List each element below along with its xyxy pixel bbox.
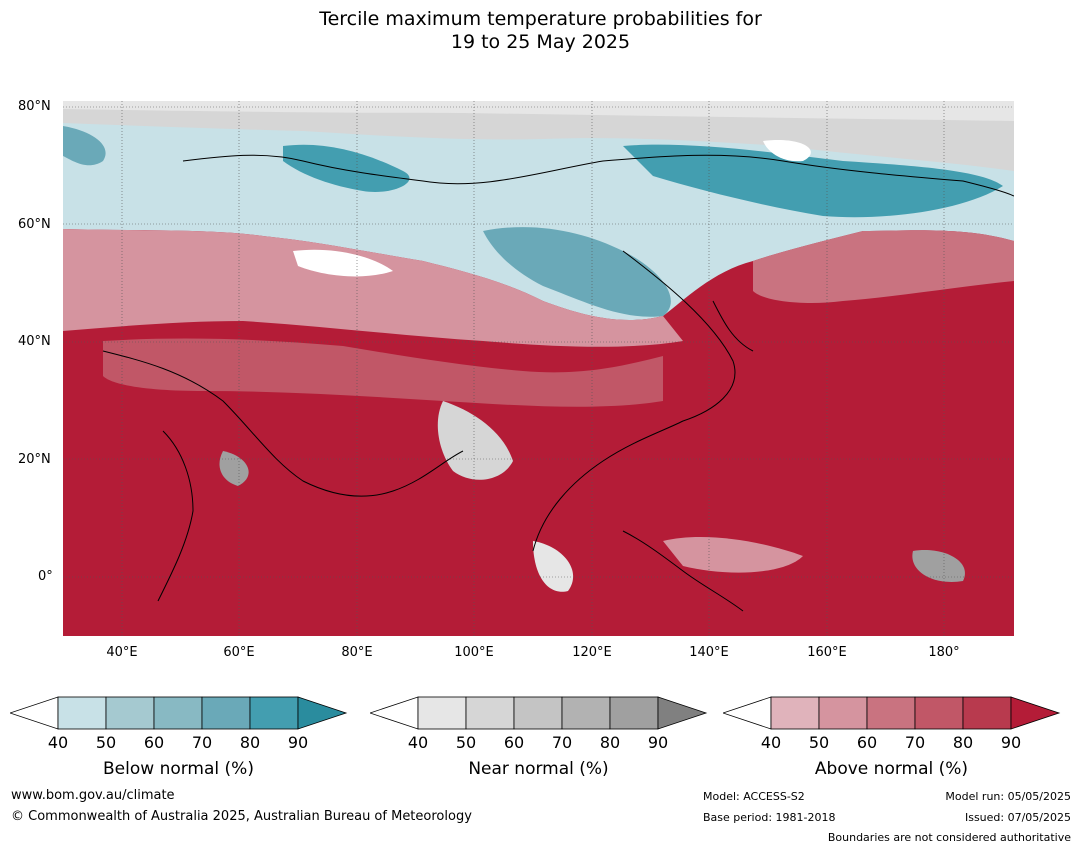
lat-label-80n: 80°N: [18, 99, 51, 114]
colorbar-near-segment-3: [513, 696, 563, 730]
colorbar-above-tick: 40: [760, 733, 782, 752]
colorbar-near-tick: 70: [551, 733, 573, 752]
model-run-date: Model run: 05/05/2025: [945, 790, 1071, 803]
colorbar-below-segment-2: [105, 696, 155, 730]
colorbar-near-segment-0: [370, 696, 419, 730]
lat-label-20n: 20°N: [18, 452, 51, 467]
colorbar-below-tick: 90: [287, 733, 309, 752]
colorbar-above-segment-4: [914, 696, 964, 730]
colorbar-above-segment-6: [1010, 696, 1061, 730]
lon-label-40e: 40°E: [106, 645, 138, 660]
colorbar-near-segment-2: [465, 696, 515, 730]
lon-label-80e: 80°E: [341, 645, 373, 660]
colorbar-below-segment-3: [153, 696, 203, 730]
title-line-2: 19 to 25 May 2025: [450, 31, 631, 53]
colorbar-below-title: Below normal (%): [103, 759, 254, 779]
website-link[interactable]: www.bom.gov.au/climate: [11, 788, 175, 803]
colorbar-above-tick: 90: [1000, 733, 1022, 752]
colorbar-above-tick: 80: [952, 733, 974, 752]
colorbar-above-title: Above normal (%): [814, 759, 969, 779]
lon-label-60e: 60°E: [223, 645, 255, 660]
lon-label-100e: 100°E: [454, 645, 494, 660]
colorbar-above-segment-3: [866, 696, 916, 730]
lat-label-60n: 60°N: [18, 217, 51, 232]
colorbar-above-segment-5: [962, 696, 1012, 730]
colorbar-near-tick: 50: [455, 733, 477, 752]
colorbar-near-tick: 80: [599, 733, 621, 752]
colorbar-below-segment-6: [297, 696, 348, 730]
colorbar-above-tick: 70: [904, 733, 926, 752]
lat-label-0: 0°: [38, 569, 53, 584]
model-info: Model: ACCESS-S2: [703, 790, 805, 803]
colorbar-above-normal: [723, 696, 1061, 730]
lon-label-180: 180°: [928, 645, 960, 660]
issued-date: Issued: 07/05/2025: [964, 811, 1071, 824]
colorbar-below-tick: 40: [47, 733, 69, 752]
colorbar-near-segment-5: [609, 696, 659, 730]
colorbar-near-title: Near normal (%): [468, 759, 609, 779]
colorbar-below-segment-1: [57, 696, 107, 730]
copyright-text: © Commonwealth of Australia 2025, Austra…: [11, 809, 472, 824]
colorbar-below-tick: 60: [143, 733, 165, 752]
boundary-disclaimer: Boundaries are not considered authoritat…: [827, 831, 1071, 844]
colorbar-below-normal: [10, 696, 348, 730]
colorbar-above-segment-1: [770, 696, 820, 730]
lon-label-140e: 140°E: [689, 645, 729, 660]
lat-label-40n: 40°N: [18, 334, 51, 349]
colorbar-near-tick: 90: [647, 733, 669, 752]
colorbar-below-segment-0: [10, 696, 59, 730]
colorbar-above-segment-2: [818, 696, 868, 730]
colorbar-near-segment-1: [417, 696, 467, 730]
colorbar-below-tick: 70: [191, 733, 213, 752]
probability-map: [63, 101, 1014, 636]
colorbar-above-segment-0: [723, 696, 772, 730]
colorbar-near-normal: [370, 696, 708, 730]
lon-label-160e: 160°E: [807, 645, 847, 660]
colorbar-below-segment-4: [201, 696, 251, 730]
colorbar-below-segment-5: [249, 696, 299, 730]
base-period: Base period: 1981-2018: [703, 811, 836, 824]
colorbar-above-tick: 50: [808, 733, 830, 752]
lon-label-120e: 120°E: [572, 645, 612, 660]
colorbar-near-tick: 40: [407, 733, 429, 752]
colorbar-above-tick: 60: [856, 733, 878, 752]
colorbar-near-tick: 60: [503, 733, 525, 752]
map-canvas: [63, 101, 1014, 636]
map-title: Tercile maximum temperature probabilitie…: [0, 8, 1081, 54]
colorbar-below-tick: 80: [239, 733, 261, 752]
title-line-1: Tercile maximum temperature probabilitie…: [319, 8, 762, 30]
colorbar-below-tick: 50: [95, 733, 117, 752]
colorbar-near-segment-4: [561, 696, 611, 730]
colorbar-near-segment-6: [657, 696, 708, 730]
